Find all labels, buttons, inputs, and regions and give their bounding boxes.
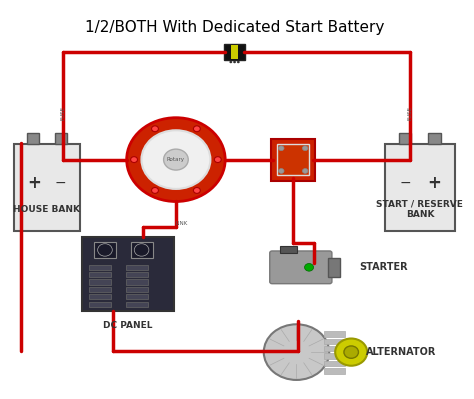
Text: FUSE: FUSE bbox=[61, 106, 66, 120]
Bar bbox=[90, 272, 111, 277]
Circle shape bbox=[214, 157, 221, 162]
Text: −: − bbox=[400, 176, 411, 190]
Bar bbox=[324, 331, 345, 337]
Bar bbox=[90, 294, 111, 299]
Text: START / RESERVE
BANK: START / RESERVE BANK bbox=[376, 200, 463, 219]
FancyBboxPatch shape bbox=[224, 44, 246, 60]
Text: LINK: LINK bbox=[176, 221, 188, 226]
Bar bbox=[324, 346, 345, 352]
FancyBboxPatch shape bbox=[82, 237, 173, 311]
Text: 1/2/BOTH With Dedicated Start Battery: 1/2/BOTH With Dedicated Start Battery bbox=[85, 20, 384, 35]
Text: DC PANEL: DC PANEL bbox=[103, 321, 153, 330]
FancyBboxPatch shape bbox=[14, 144, 80, 231]
Bar bbox=[328, 258, 340, 277]
Bar bbox=[55, 133, 67, 144]
Bar bbox=[90, 265, 111, 270]
Text: HOUSE BANK: HOUSE BANK bbox=[13, 205, 81, 214]
Text: STARTER: STARTER bbox=[359, 262, 408, 273]
Text: Rotary: Rotary bbox=[167, 157, 185, 162]
Circle shape bbox=[304, 263, 313, 271]
Text: FUSE: FUSE bbox=[408, 106, 413, 120]
Bar bbox=[126, 302, 148, 307]
Bar bbox=[231, 45, 238, 59]
Circle shape bbox=[278, 169, 284, 173]
Circle shape bbox=[127, 118, 225, 201]
FancyBboxPatch shape bbox=[270, 251, 332, 284]
Circle shape bbox=[264, 324, 329, 380]
Bar bbox=[324, 338, 345, 344]
Circle shape bbox=[164, 149, 188, 170]
Circle shape bbox=[233, 61, 236, 63]
Circle shape bbox=[193, 126, 201, 132]
Circle shape bbox=[131, 157, 137, 162]
Bar bbox=[94, 242, 116, 258]
Text: ALTERNATOR: ALTERNATOR bbox=[366, 347, 436, 357]
FancyBboxPatch shape bbox=[385, 144, 455, 231]
Text: +: + bbox=[427, 174, 441, 192]
Circle shape bbox=[344, 346, 358, 358]
Text: +: + bbox=[27, 174, 41, 192]
Circle shape bbox=[152, 126, 158, 132]
Bar bbox=[126, 265, 148, 270]
Bar bbox=[130, 242, 153, 258]
Text: −: − bbox=[54, 176, 66, 190]
Circle shape bbox=[193, 188, 201, 194]
Bar bbox=[324, 361, 345, 366]
Circle shape bbox=[141, 130, 210, 189]
Bar bbox=[126, 272, 148, 277]
Circle shape bbox=[302, 146, 308, 150]
Circle shape bbox=[152, 188, 158, 194]
Bar bbox=[126, 294, 148, 299]
Bar bbox=[90, 287, 111, 292]
Bar bbox=[126, 279, 148, 284]
Circle shape bbox=[302, 169, 308, 173]
Bar bbox=[399, 133, 411, 144]
Bar bbox=[90, 302, 111, 307]
Bar bbox=[324, 368, 345, 374]
Circle shape bbox=[335, 338, 367, 366]
Bar bbox=[90, 279, 111, 284]
FancyBboxPatch shape bbox=[271, 139, 316, 180]
Bar bbox=[428, 133, 441, 144]
Bar bbox=[280, 246, 297, 253]
FancyBboxPatch shape bbox=[277, 144, 309, 175]
Bar bbox=[324, 354, 345, 359]
Circle shape bbox=[278, 146, 284, 150]
Circle shape bbox=[237, 61, 240, 63]
Circle shape bbox=[229, 61, 232, 63]
Bar bbox=[126, 287, 148, 292]
Bar bbox=[27, 133, 39, 144]
